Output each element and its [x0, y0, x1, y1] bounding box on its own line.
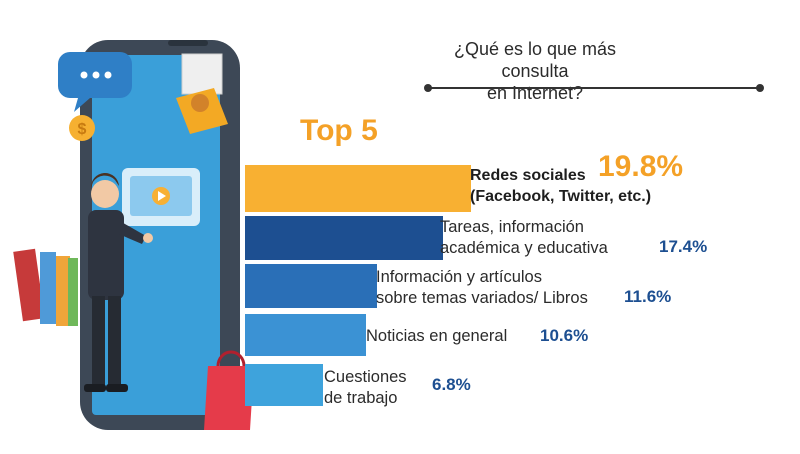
category-label-line: Cuestiones: [324, 368, 407, 386]
chart-title-line-1: ¿Qué es lo que más consulta: [453, 39, 617, 81]
phone-speaker: [168, 40, 208, 46]
book-icon: [68, 258, 78, 326]
divider-dot-left: [424, 84, 432, 92]
category-label-cuestiones: Cuestiones de trabajo: [324, 367, 407, 409]
category-label-line: (Facebook, Twitter, etc.): [470, 188, 652, 205]
value-label-cuestiones: 6.8%: [432, 375, 471, 394]
phone-screen: [92, 55, 220, 415]
value-label-redes-sociales: 19.8%: [598, 150, 684, 183]
book-icon: [56, 256, 70, 326]
play-triangle-icon: [158, 191, 166, 201]
bar-tareas: [245, 216, 443, 260]
divider-dot-right: [756, 84, 764, 92]
svg-text:$: $: [78, 121, 87, 138]
category-label-informacion: Información y artículos sobre temas vari…: [376, 267, 588, 309]
bar-cuestiones-trabajo: [245, 364, 323, 406]
person-body: [88, 210, 124, 300]
bar-informacion-articulos: [245, 264, 377, 308]
person-head: [91, 180, 119, 208]
value-label-informacion: 11.6%: [624, 287, 672, 306]
category-label-line: Información y artículos: [376, 268, 542, 286]
category-label-line: Tareas, información: [440, 218, 584, 236]
value-label-tareas: 17.4%: [659, 237, 708, 256]
chart-title: ¿Qué es lo que más consulta en Internet?: [420, 38, 650, 104]
category-label-line: Redes sociales: [470, 167, 586, 184]
book-icon: [13, 248, 45, 322]
coin-icon: [69, 115, 95, 141]
category-label-line: Noticias en general: [366, 327, 508, 345]
book-icon: [40, 252, 56, 324]
shopping-bag-icon: [204, 366, 254, 430]
chat-bubble-icon: [58, 52, 132, 112]
category-label-noticias: Noticias en general: [366, 326, 507, 347]
value-label-noticias: 10.6%: [540, 326, 589, 345]
bar-noticias: [245, 314, 366, 356]
category-label-redes-sociales: Redes sociales (Facebook, Twitter, etc.): [470, 165, 651, 207]
title-divider: [428, 87, 760, 89]
category-label-tareas: Tareas, información académica y educativ…: [440, 217, 608, 259]
bar-redes-sociales: [245, 165, 471, 212]
category-label-line: de trabajo: [324, 389, 398, 407]
chart-title-line-2: en Internet?: [486, 83, 584, 103]
certificate-icon: [181, 53, 223, 95]
category-label-line: sobre temas variados/ Libros: [376, 289, 588, 307]
category-label-line: académica y educativa: [440, 239, 608, 257]
chart-heading: Top 5: [300, 114, 378, 147]
